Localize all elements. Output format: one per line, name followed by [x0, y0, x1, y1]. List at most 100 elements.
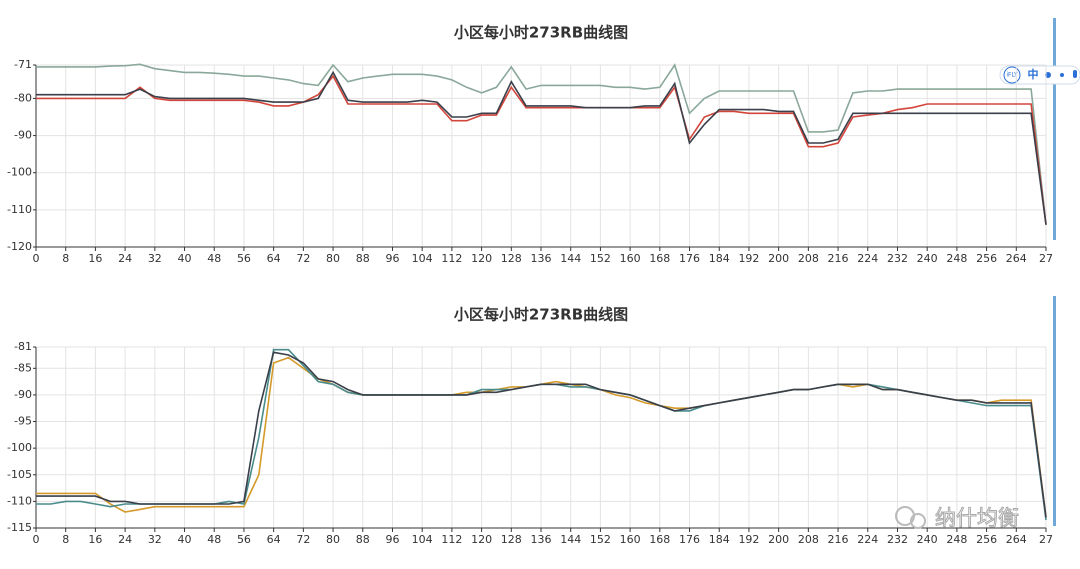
x-tick-label: 128	[501, 533, 522, 546]
x-tick-label: 56	[237, 252, 251, 265]
y-tick-label: -71	[14, 58, 32, 71]
x-tick-label: 32	[148, 533, 162, 546]
language[interactable]: 中	[1028, 67, 1039, 81]
x-tick-label: 256	[976, 533, 997, 546]
y-tick-label: -90	[14, 129, 32, 142]
watermark-icon	[910, 513, 926, 529]
x-tick-label: 144	[560, 533, 581, 546]
x-tick-label: 104	[412, 533, 433, 546]
x-tick-label: 144	[560, 252, 581, 265]
x-tick-label: 24	[118, 533, 132, 546]
x-tick-label: 184	[709, 252, 730, 265]
x-tick-label: 64	[267, 252, 281, 265]
y-tick-label: -120	[7, 240, 32, 253]
toolbar-box	[999, 65, 1080, 85]
x-tick-label: 192	[738, 252, 759, 265]
chart-title: 小区每小时273RB曲线图	[454, 306, 628, 324]
x-tick-label: 0	[33, 252, 40, 265]
watermark: 纳什均衡	[935, 506, 1019, 530]
y-tick-label: -100	[7, 166, 32, 179]
series-line	[36, 70, 1047, 225]
scroll-bar	[1053, 296, 1056, 526]
x-tick-label: 216	[828, 533, 849, 546]
x-tick-label: 40	[178, 252, 192, 265]
y-tick-label: -105	[7, 468, 32, 481]
x-tick-label: 216	[828, 252, 849, 265]
x-tick-label: 96	[385, 533, 399, 546]
x-tick-label: 112	[441, 533, 462, 546]
x-tick-label: 248	[946, 533, 967, 546]
x-tick-label: 80	[326, 252, 340, 265]
x-tick-label: 136	[531, 252, 552, 265]
y-tick-label: -110	[7, 494, 32, 507]
x-tick-label: 224	[857, 533, 878, 546]
x-tick-label: 120	[471, 533, 492, 546]
logo[interactable]: iFLY	[1006, 72, 1018, 79]
x-tick-label: 0	[33, 533, 40, 546]
icon[interactable]	[1060, 73, 1064, 77]
x-tick-label: 24	[118, 252, 132, 265]
x-tick-label: 200	[768, 533, 789, 546]
series-line	[36, 351, 1047, 518]
x-tick-label: 8	[62, 533, 69, 546]
x-tick-label: 192	[738, 533, 759, 546]
x-tick-label: 184	[709, 533, 730, 546]
x-tick-label: 168	[649, 533, 670, 546]
y-tick-label: -95	[14, 415, 32, 428]
x-tick-label: 136	[531, 533, 552, 546]
x-tick-label: 88	[356, 252, 370, 265]
series-line	[36, 63, 1047, 225]
x-tick-label: 88	[356, 533, 370, 546]
x-tick-label: 104	[412, 252, 433, 265]
y-tick-label: -85	[14, 361, 32, 374]
y-tick-label: -81	[14, 340, 32, 353]
x-tick-label: 208	[798, 252, 819, 265]
x-tick-label: 160	[620, 533, 641, 546]
x-tick-label: 16	[88, 252, 102, 265]
y-tick-label: -100	[7, 441, 32, 454]
x-tick-label: 40	[178, 533, 192, 546]
x-tick-label: 264	[1006, 252, 1027, 265]
x-tick-label: 64	[267, 533, 281, 546]
x-tick-label: 232	[887, 533, 908, 546]
y-tick-label: -80	[14, 91, 32, 104]
x-tick-label: 27	[1039, 252, 1053, 265]
watermark-group: 纳什均衡	[895, 506, 1020, 531]
x-tick-label: 56	[237, 533, 251, 546]
x-tick-label: 8	[62, 252, 69, 265]
toolbar: iFLY 中	[999, 65, 1080, 85]
scroll-bar	[1053, 18, 1056, 240]
x-tick-label: 208	[798, 533, 819, 546]
x-tick-label: 80	[326, 533, 340, 546]
x-tick-label: 128	[501, 252, 522, 265]
x-tick-label: 232	[887, 252, 908, 265]
y-tick-label: -115	[7, 521, 32, 534]
x-tick-label: 27	[1039, 533, 1053, 546]
x-tick-label: 176	[679, 252, 700, 265]
x-tick-label: 160	[620, 252, 641, 265]
x-tick-label: 248	[946, 252, 967, 265]
x-tick-label: 168	[649, 252, 670, 265]
x-tick-label: 256	[976, 252, 997, 265]
x-tick-label: 16	[88, 533, 102, 546]
x-tick-label: 120	[471, 252, 492, 265]
x-tick-label: 240	[917, 533, 938, 546]
y-tick-label: -90	[14, 388, 32, 401]
x-tick-label: 96	[385, 252, 399, 265]
x-tick-label: 200	[768, 252, 789, 265]
x-tick-label: 32	[148, 252, 162, 265]
x-tick-label: 264	[1006, 533, 1027, 546]
x-tick-label: 48	[207, 533, 221, 546]
x-tick-label: 152	[590, 533, 611, 546]
x-tick-label: 72	[296, 252, 310, 265]
x-tick-label: 48	[207, 252, 221, 265]
chart-title: 小区每小时273RB曲线图	[454, 24, 628, 42]
x-tick-label: 224	[857, 252, 878, 265]
x-tick-label: 112	[441, 252, 462, 265]
x-tick-label: 152	[590, 252, 611, 265]
x-tick-label: 176	[679, 533, 700, 546]
icon[interactable]	[1073, 70, 1077, 78]
